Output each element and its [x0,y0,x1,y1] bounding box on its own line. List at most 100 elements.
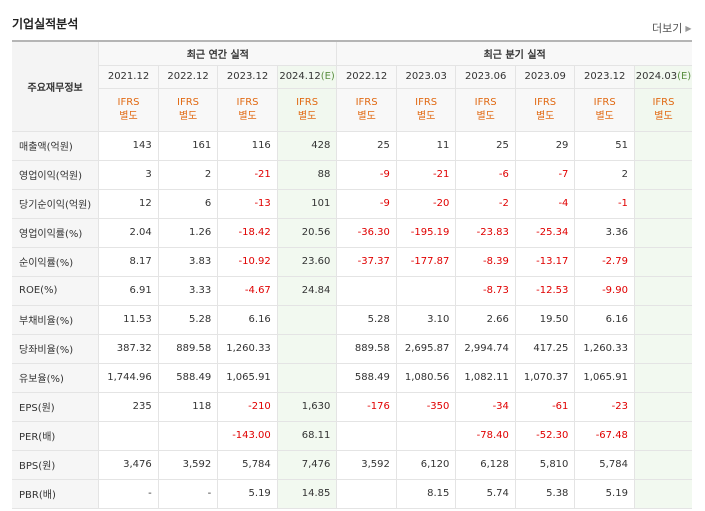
row-label: 유보율(%) [12,363,100,393]
table-cell: 3,592 [158,450,219,480]
table-row: 영업이익률(%) 2.04 1.26 -18.42 20.56 -36.30 -195.19… [12,217,692,248]
table-cell: -8.73 [455,276,516,306]
table-cell: -177.87 [396,247,457,277]
table-cell: 2,695.87 [396,334,457,364]
table-cell: 6,128 [455,450,516,480]
table-cell: -67.48 [574,421,635,451]
table-cell: 11 [396,131,457,161]
table-cell: -210 [217,391,278,422]
table-cell: 19.50 [515,304,576,335]
table-row: BPS(원) 3,476 3,592 5,784 7,476 3,592 6,120 6,12… [12,450,692,480]
table-cell: -21 [396,160,457,190]
table-cell: -36.30 [336,217,397,248]
ifrs-label: IFRS 별도 [336,88,397,132]
table-cell: 1,065.91 [217,363,278,393]
period-header: 2024.12(E) [277,65,338,89]
row-label: PBR(배) [12,479,100,509]
table-cell: 118 [158,391,219,422]
table-cell: 3,476 [98,450,159,480]
ifrs-label: IFRS 별도 [515,88,576,132]
ifrs-label: IFRS 별도 [634,88,692,132]
table-cell: 14.85 [277,479,338,509]
table-cell: 11.53 [98,304,159,335]
row-label: 매출액(억원) [12,131,100,161]
table-cell: -2.79 [574,247,635,277]
row-label: PER(배) [12,421,100,451]
period-header: 2022.12 [158,65,219,89]
table-cell: - [158,479,219,509]
table-cell [98,421,159,451]
table-cell: 8.17 [98,247,159,277]
table-cell: 20.56 [277,217,338,248]
table-cell: 1,065.91 [574,363,635,393]
table-row: 당기순이익(억원) 12 6 -13 101 -9 -20 -2 -4 -1 [12,189,692,219]
ifrs-label: IFRS 별도 [574,88,635,132]
ifrs-label: IFRS 별도 [455,88,516,132]
table-cell: -2 [455,189,516,219]
table-cell: 5,784 [574,450,635,480]
table-cell: 6.16 [217,304,278,335]
table-cell: -78.40 [455,421,516,451]
table-cell: 889.58 [336,334,397,364]
table-cell: 5.19 [217,479,278,509]
table-row: PER(배) -143.00 68.11 -78.40 -52.30 -67.48 [12,421,692,451]
table-cell: 417.25 [515,334,576,364]
table-cell: -52.30 [515,421,576,451]
table-cell: 2.04 [98,217,159,248]
table-cell: 2,994.74 [455,334,516,364]
table-cell: -18.42 [217,217,278,248]
table-cell: 1,070.37 [515,363,576,393]
table-cell [277,334,338,364]
table-cell: -4.67 [217,276,278,306]
table-cell: 6 [158,189,219,219]
table-row: EPS(원) 235 118 -210 1,630 -176 -350 -34 -61 -23 [12,391,692,422]
table-cell: -176 [336,391,397,422]
table-cell: -13 [217,189,278,219]
table-cell [634,247,692,277]
table-cell: 1,260.33 [574,334,635,364]
table-row: 유보율(%) 1,744.96 588.49 1,065.91 588.49 1,080.… [12,363,692,393]
table-cell: 1.26 [158,217,219,248]
table-cell [634,189,692,219]
table-row: 영업이익(억원) 3 2 -21 88 -9 -21 -6 -7 2 [12,160,692,190]
table-cell: -61 [515,391,576,422]
financial-table: 주요재무정보 최근 연간 실적 최근 분기 실적 2021.12 2022.12 2… [12,40,692,509]
table-cell: -9 [336,189,397,219]
table-cell: -7 [515,160,576,190]
table-cell: 5.19 [574,479,635,509]
table-cell: - [98,479,159,509]
quarter-header: 최근 분기 실적 [336,40,692,66]
table-row: 부채비율(%) 11.53 5.28 6.16 5.28 3.10 2.66 19.50 6.1… [12,304,692,335]
section-title: 기업실적분석 [12,17,79,31]
annual-header: 최근 연간 실적 [98,40,338,66]
table-cell: 5.74 [455,479,516,509]
table-cell: 88 [277,160,338,190]
table-cell: -9 [336,160,397,190]
table-cell [158,421,219,451]
more-link[interactable]: 더보기 ▶ [652,20,692,36]
table-cell: 387.32 [98,334,159,364]
table-cell: 1,080.56 [396,363,457,393]
table-cell: 161 [158,131,219,161]
table-cell: -13.17 [515,247,576,277]
table-cell: 1,082.11 [455,363,516,393]
table-cell: 3.83 [158,247,219,277]
table-cell [396,276,457,306]
row-label: 당좌비율(%) [12,334,100,364]
more-label: 더보기 [652,22,683,35]
table-cell: -10.92 [217,247,278,277]
table-cell [634,217,692,248]
period-header: 2021.12 [98,65,159,89]
table-cell: 1,630 [277,391,338,422]
row-label: 부채비율(%) [12,304,100,335]
table-cell: 5.28 [336,304,397,335]
table-cell [634,421,692,451]
table-cell: 428 [277,131,338,161]
row-label: 순이익률(%) [12,247,100,277]
period-header: 2023.03 [396,65,457,89]
table-cell [634,276,692,306]
period-header: 2023.09 [515,65,576,89]
table-row: ROE(%) 6.91 3.33 -4.67 24.84 -8.73 -12.53 -9.90 [12,276,692,306]
row-label: EPS(원) [12,391,100,422]
ifrs-label: IFRS 별도 [396,88,457,132]
